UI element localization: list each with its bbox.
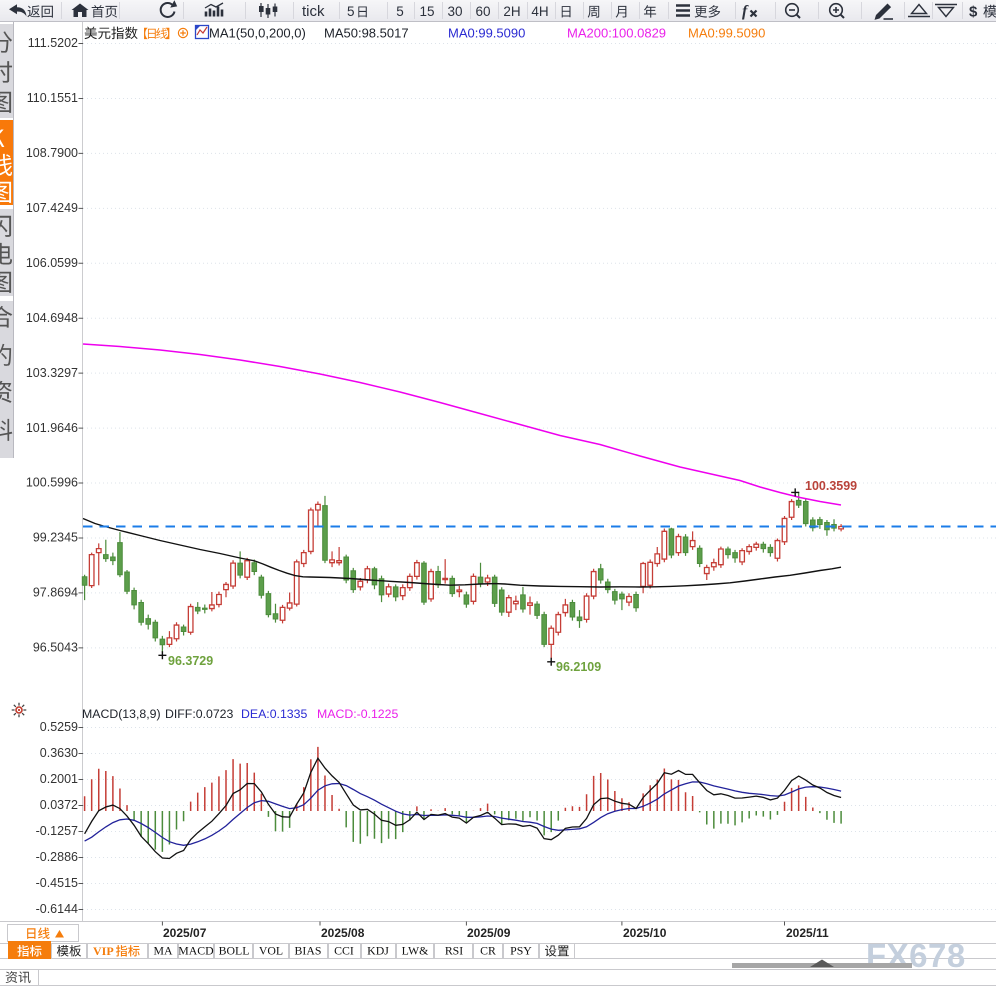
svg-text:MA200:100.0829: MA200:100.0829 <box>567 26 666 41</box>
svg-text:BIAS: BIAS <box>295 944 322 958</box>
svg-text:60: 60 <box>475 4 490 19</box>
svg-text:100.5996: 100.5996 <box>26 476 78 490</box>
svg-text:MACD(13,8,9): MACD(13,8,9) <box>82 707 161 721</box>
svg-text:MA50:98.5017: MA50:98.5017 <box>324 26 409 41</box>
svg-text:MA: MA <box>153 944 172 958</box>
svg-text:100.3599: 100.3599 <box>805 479 857 493</box>
svg-text:104.6948: 104.6948 <box>26 311 78 325</box>
svg-text:$: $ <box>969 4 978 21</box>
svg-text:103.3297: 103.3297 <box>26 366 78 380</box>
svg-text:VIP: VIP <box>93 944 114 958</box>
svg-text:107.4249: 107.4249 <box>26 201 78 215</box>
svg-text:MA0:99.5090: MA0:99.5090 <box>448 26 525 41</box>
svg-text:CCI: CCI <box>334 944 354 958</box>
svg-text:30: 30 <box>447 4 462 19</box>
svg-text:PSY: PSY <box>510 944 532 958</box>
svg-text:96.3729: 96.3729 <box>168 654 213 668</box>
svg-text:MA1(50,0,200,0): MA1(50,0,200,0) <box>209 26 306 41</box>
svg-text:4H: 4H <box>531 4 548 19</box>
svg-text:0.5259: 0.5259 <box>40 720 78 734</box>
svg-text:f: f <box>742 3 749 20</box>
svg-text:KDJ: KDJ <box>367 944 389 958</box>
svg-text:5: 5 <box>347 4 355 19</box>
svg-text:108.7900: 108.7900 <box>26 146 78 160</box>
svg-text:LW&: LW& <box>402 944 429 958</box>
svg-text:110.1551: 110.1551 <box>27 91 78 105</box>
svg-text:BOLL: BOLL <box>219 944 250 958</box>
svg-text:-0.1257: -0.1257 <box>36 824 78 838</box>
svg-text:tick: tick <box>302 3 325 20</box>
svg-text:0.2001: 0.2001 <box>40 772 78 786</box>
svg-text:FX678: FX678 <box>866 937 966 974</box>
svg-text:2025/07: 2025/07 <box>163 926 207 940</box>
svg-text:2025/08: 2025/08 <box>321 926 365 940</box>
svg-text:DIFF:0.0723: DIFF:0.0723 <box>165 707 234 721</box>
svg-text:101.9646: 101.9646 <box>26 421 78 435</box>
svg-text:2025/11: 2025/11 <box>786 926 829 940</box>
svg-text:MACD: MACD <box>178 944 214 958</box>
svg-text:MACD:-0.1225: MACD:-0.1225 <box>317 707 398 721</box>
svg-text:5: 5 <box>396 4 404 19</box>
svg-text:-0.4515: -0.4515 <box>36 876 78 890</box>
svg-text:106.0599: 106.0599 <box>26 256 78 270</box>
svg-text:111.5202: 111.5202 <box>28 36 78 50</box>
svg-text:-0.2886: -0.2886 <box>36 850 78 864</box>
svg-text:96.2109: 96.2109 <box>556 660 601 674</box>
svg-text:0.0372: 0.0372 <box>40 798 78 812</box>
svg-text:DEA:0.1335: DEA:0.1335 <box>241 707 307 721</box>
svg-text:97.8694: 97.8694 <box>33 586 78 600</box>
svg-text:-0.6144: -0.6144 <box>36 902 78 916</box>
svg-text:96.5043: 96.5043 <box>33 641 78 655</box>
svg-text:2025/09: 2025/09 <box>467 926 511 940</box>
svg-text:VOL: VOL <box>259 944 283 958</box>
svg-text:2H: 2H <box>503 4 520 19</box>
svg-text:2025/10: 2025/10 <box>623 926 667 940</box>
svg-text:RSI: RSI <box>445 944 463 958</box>
svg-text:15: 15 <box>419 4 434 19</box>
svg-text:CR: CR <box>480 944 496 958</box>
svg-text:99.2345: 99.2345 <box>33 531 78 545</box>
svg-text:MA0:99.5090: MA0:99.5090 <box>688 26 765 41</box>
svg-text:0.3630: 0.3630 <box>40 746 78 760</box>
